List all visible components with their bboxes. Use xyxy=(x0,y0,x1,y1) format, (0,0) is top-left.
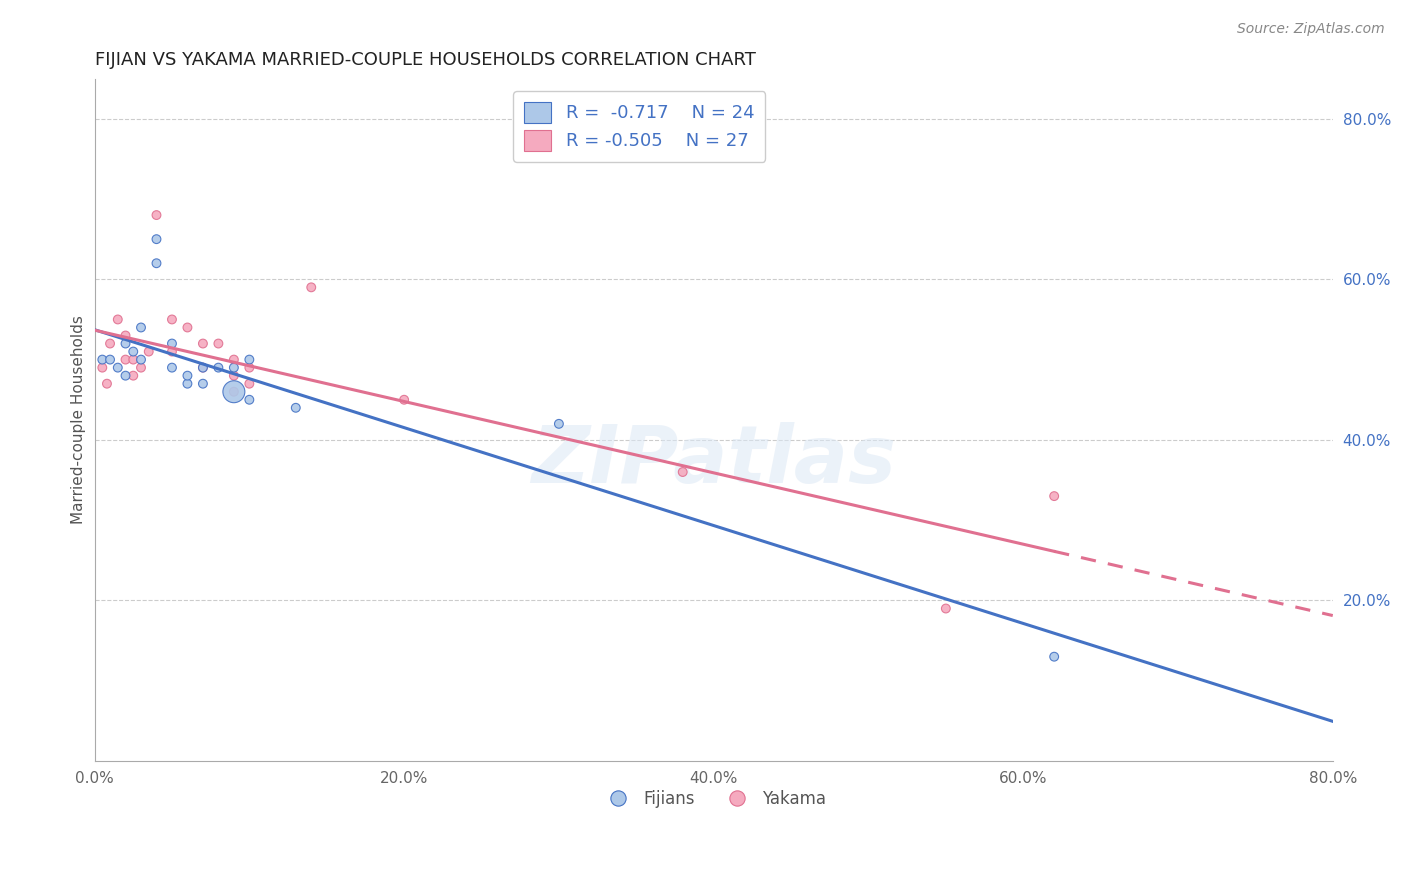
Point xyxy=(238,376,260,391)
Point xyxy=(935,601,957,615)
Point xyxy=(548,417,571,431)
Point xyxy=(122,352,145,367)
Point xyxy=(96,376,118,391)
Point xyxy=(392,392,415,407)
Legend: Fijians, Yakama: Fijians, Yakama xyxy=(595,783,832,814)
Point xyxy=(122,344,145,359)
Point xyxy=(222,360,245,375)
Point xyxy=(222,384,245,399)
Point xyxy=(91,352,114,367)
Point xyxy=(138,344,160,359)
Text: FIJIAN VS YAKAMA MARRIED-COUPLE HOUSEHOLDS CORRELATION CHART: FIJIAN VS YAKAMA MARRIED-COUPLE HOUSEHOL… xyxy=(94,51,755,69)
Point xyxy=(1043,649,1066,664)
Point xyxy=(114,352,136,367)
Text: ZIPatlas: ZIPatlas xyxy=(531,422,896,500)
Point xyxy=(222,368,245,383)
Point xyxy=(176,320,198,334)
Point xyxy=(191,336,214,351)
Point xyxy=(129,320,152,334)
Point xyxy=(160,312,183,326)
Point xyxy=(107,312,129,326)
Point xyxy=(91,360,114,375)
Point xyxy=(98,336,121,351)
Point xyxy=(191,360,214,375)
Point xyxy=(191,360,214,375)
Point xyxy=(107,360,129,375)
Point xyxy=(114,368,136,383)
Point xyxy=(122,368,145,383)
Point xyxy=(160,336,183,351)
Point xyxy=(145,208,167,222)
Point xyxy=(238,392,260,407)
Point xyxy=(238,360,260,375)
Point xyxy=(98,352,121,367)
Point xyxy=(191,376,214,391)
Point xyxy=(672,465,695,479)
Point xyxy=(176,368,198,383)
Point xyxy=(176,376,198,391)
Point xyxy=(238,352,260,367)
Point xyxy=(114,328,136,343)
Point xyxy=(129,360,152,375)
Point xyxy=(114,336,136,351)
Point xyxy=(1043,489,1066,503)
Point xyxy=(129,352,152,367)
Point xyxy=(207,360,229,375)
Point xyxy=(160,360,183,375)
Y-axis label: Married-couple Households: Married-couple Households xyxy=(72,316,86,524)
Point xyxy=(222,352,245,367)
Point xyxy=(145,232,167,246)
Point xyxy=(207,336,229,351)
Text: Source: ZipAtlas.com: Source: ZipAtlas.com xyxy=(1237,22,1385,37)
Point xyxy=(299,280,322,294)
Point xyxy=(145,256,167,270)
Point xyxy=(222,384,245,399)
Point xyxy=(284,401,307,415)
Point xyxy=(160,344,183,359)
